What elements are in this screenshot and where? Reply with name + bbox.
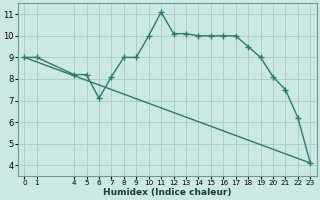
X-axis label: Humidex (Indice chaleur): Humidex (Indice chaleur) bbox=[103, 188, 232, 197]
